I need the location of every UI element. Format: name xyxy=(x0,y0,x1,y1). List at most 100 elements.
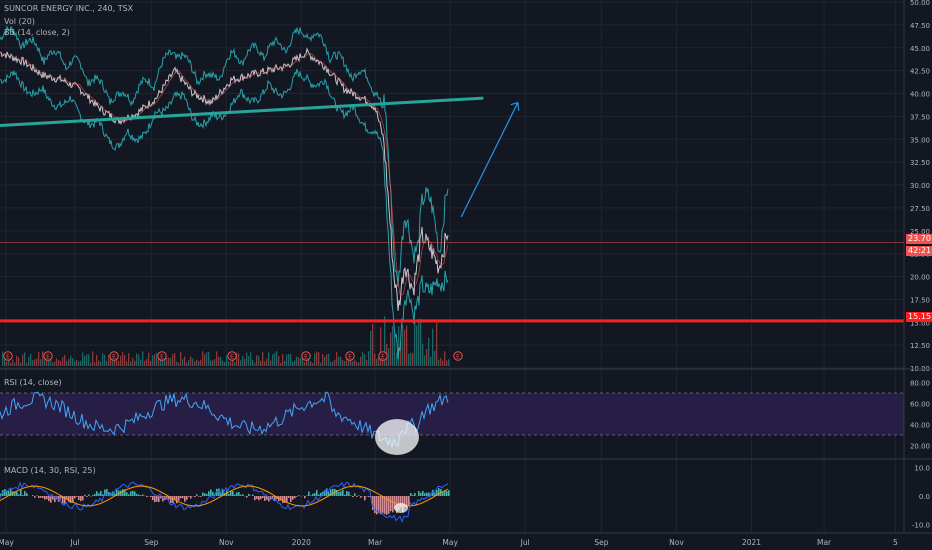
rsi-tick-label: 20.00 xyxy=(910,443,930,451)
macd-histogram-bar xyxy=(324,490,326,496)
volume-bar xyxy=(238,353,240,366)
earnings-marker xyxy=(109,351,119,361)
volume-bar xyxy=(404,329,406,366)
volume-bar xyxy=(172,354,174,366)
bollinger-indicator-label[interactable]: BB (14, close, 2) xyxy=(4,28,70,37)
volume-bar xyxy=(102,353,104,366)
time-tick-label: Jul xyxy=(69,538,79,547)
volume-bar xyxy=(424,355,426,366)
volume-bar xyxy=(192,358,194,366)
earnings-marker-letter: E xyxy=(46,354,50,361)
volume-bar xyxy=(296,356,298,366)
macd-histogram-bar xyxy=(10,489,12,496)
volume-bar xyxy=(316,351,318,366)
volume-bar xyxy=(54,361,56,366)
time-tick-label: 2020 xyxy=(292,538,311,547)
volume-bar xyxy=(294,360,296,366)
macd-histogram-bar xyxy=(18,494,20,496)
macd-histogram-bar xyxy=(182,496,184,499)
signal-line xyxy=(0,485,449,507)
volume-bar xyxy=(70,355,72,366)
volume-bar xyxy=(68,359,70,366)
volume-bar xyxy=(342,360,344,366)
volume-bar xyxy=(208,352,210,366)
volume-bar xyxy=(156,352,158,366)
volume-bar xyxy=(4,355,6,366)
macd-histogram-bar xyxy=(178,496,180,501)
earnings-marker xyxy=(227,351,237,361)
volume-bar xyxy=(260,360,262,366)
macd-histogram-bar xyxy=(98,493,100,496)
volume-bar xyxy=(318,352,320,366)
macd-histogram-bar xyxy=(108,491,110,496)
volume-bar xyxy=(274,352,276,366)
volume-bar xyxy=(94,362,96,366)
macd-histogram-bar xyxy=(386,496,388,515)
price-tick-label: 47.50 xyxy=(910,22,930,30)
volume-bar xyxy=(422,343,424,366)
macd-histogram-bar xyxy=(6,490,8,496)
macd-histogram-bar xyxy=(126,492,128,496)
volume-bar xyxy=(398,326,400,366)
macd-histogram-bar xyxy=(424,493,426,496)
time-tick-label: 5 xyxy=(893,538,898,547)
price-series xyxy=(0,25,449,360)
drawings[interactable] xyxy=(0,96,904,323)
bollinger-upper-band xyxy=(0,25,449,287)
volume-bar xyxy=(212,360,214,366)
macd-pane: 10.0 0.0 -10.0 xyxy=(0,465,930,529)
volume-indicator-label[interactable]: Vol (20) xyxy=(4,17,35,26)
volume-bar xyxy=(324,356,326,366)
macd-histogram-bar xyxy=(14,491,16,496)
macd-histogram-bar xyxy=(258,496,260,501)
earnings-marker-letter: E xyxy=(160,354,164,361)
rsi-indicator-label[interactable]: RSI (14, close) xyxy=(4,378,62,387)
macd-histogram-bar xyxy=(184,496,186,502)
macd-histogram-bar xyxy=(448,490,450,496)
macd-histogram-bar xyxy=(360,496,362,498)
volume-bar xyxy=(268,352,270,366)
volume-bar xyxy=(178,362,180,366)
macd-histogram-bar xyxy=(340,491,342,496)
volume-bar xyxy=(108,354,110,366)
volume-bar xyxy=(82,352,84,366)
price-tick-label: 32.50 xyxy=(910,159,930,167)
macd-histogram-bar xyxy=(198,496,200,497)
rsi-tick-label: 40.00 xyxy=(910,422,930,430)
macd-histogram-bar xyxy=(358,495,360,496)
volume-bar xyxy=(116,359,118,366)
macd-histogram-bar xyxy=(132,490,134,496)
macd-histogram-bar xyxy=(46,496,48,500)
macd-histogram-bar xyxy=(282,496,284,504)
macd-histogram-bar xyxy=(328,491,330,496)
volume-bar xyxy=(170,358,172,366)
current-price-tag: 23.70 xyxy=(906,234,932,244)
macd-histogram-bar xyxy=(172,496,174,503)
macd-histogram-bar xyxy=(312,493,314,496)
bollinger-basis xyxy=(0,51,449,298)
volume-bar xyxy=(354,359,356,366)
macd-histogram-bar xyxy=(286,496,288,503)
macd-indicator-label[interactable]: MACD (14, 30, RSI, 25) xyxy=(4,466,96,475)
macd-histogram-bar xyxy=(274,496,276,502)
volume-bar xyxy=(202,351,204,366)
volume-bar xyxy=(174,353,176,366)
time-tick-label: May xyxy=(0,538,14,547)
volume-bar xyxy=(50,354,52,366)
macd-histogram-bar xyxy=(420,492,422,496)
volume-bar xyxy=(88,354,90,366)
earnings-marker-letter: E xyxy=(381,354,385,361)
volume-bar xyxy=(28,356,30,366)
volume-bar xyxy=(336,351,338,366)
volume-bar xyxy=(32,360,34,366)
volume-bar xyxy=(416,325,418,366)
macd-histogram-bar xyxy=(194,496,196,498)
macd-histogram-bar xyxy=(418,491,420,496)
macd-histogram-bar xyxy=(150,496,152,498)
macd-histogram-bar xyxy=(158,496,160,502)
macd-histogram-bar xyxy=(444,490,446,496)
volume-bar xyxy=(38,351,40,366)
volume-bar xyxy=(100,361,102,366)
